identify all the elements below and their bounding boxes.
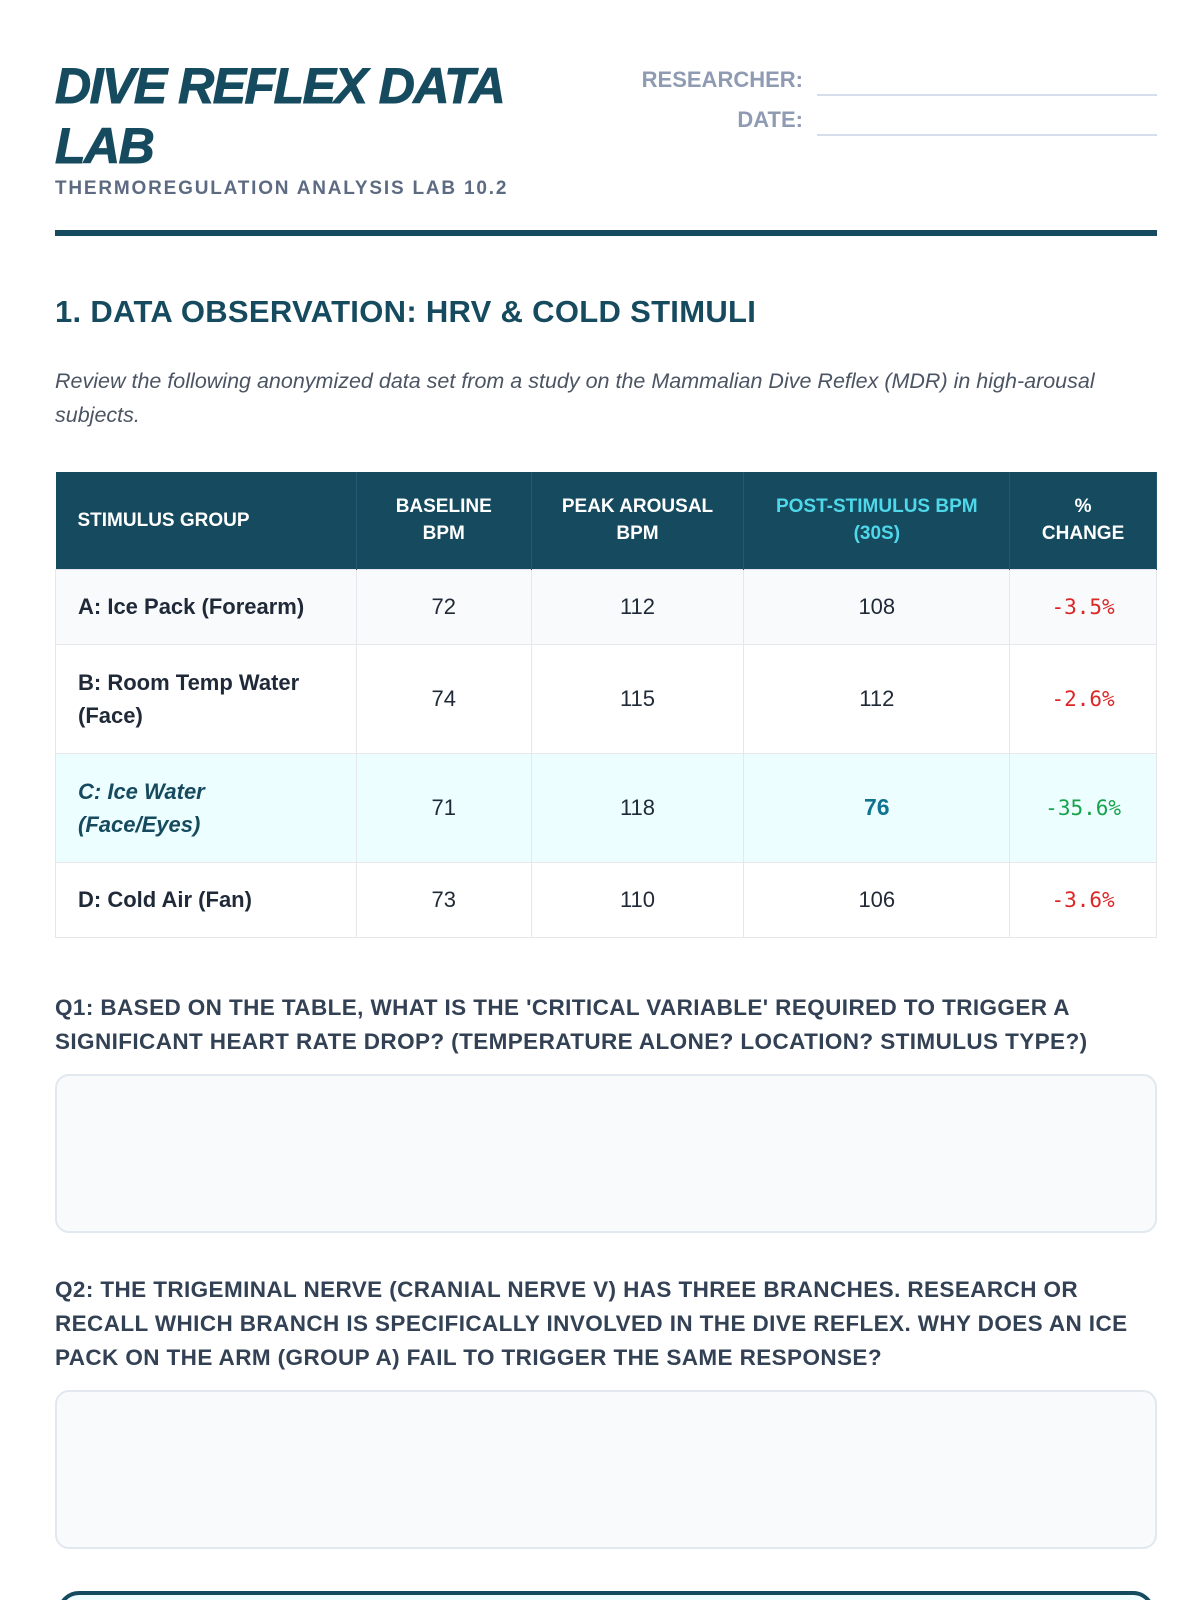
- header-baseline-label: BASELINE BPM: [395, 496, 492, 545]
- researcher-label: RESEARCHER:: [641, 67, 803, 92]
- group-cell: C: Ice Water (Face/Eyes): [55, 752, 357, 863]
- question-2: Q2: THE TRIGEMINAL NERVE (CRANIAL NERVE …: [55, 1277, 1128, 1370]
- header-peak: PEAK AROUSAL BPM: [531, 472, 745, 569]
- baseline-cell: 71: [355, 752, 532, 863]
- next-section-box: [57, 1591, 1155, 1600]
- question-1: Q1: BASED ON THE TABLE, WHAT IS THE 'CRI…: [55, 995, 1088, 1054]
- section-intro: Review the following anonymized data set…: [55, 369, 1095, 427]
- group-cell: D: Cold Air (Fan): [55, 861, 357, 938]
- table-row: D: Cold Air (Fan) 73 110 106 -3.6%: [55, 861, 1157, 938]
- section-title: 1. DATA OBSERVATION: HRV & COLD STIMULI: [55, 294, 757, 329]
- data-table: STIMULUS GROUP BASELINE BPM PEAK AROUSAL…: [55, 472, 1157, 938]
- group-cell: B: Room Temp Water (Face): [55, 643, 357, 754]
- change-cell: -3.5%: [1009, 568, 1157, 645]
- change-cell: -3.6%: [1009, 861, 1157, 938]
- table-row-highlighted: C: Ice Water (Face/Eyes) 71 118 76 -35.6…: [55, 752, 1157, 863]
- group-cell: A: Ice Pack (Forearm): [55, 568, 357, 645]
- header-post-label: POST-STIMULUS BPM (30S): [775, 496, 978, 545]
- answer-2-textarea[interactable]: [55, 1390, 1157, 1549]
- date-label: DATE:: [737, 107, 803, 132]
- post-cell: 108: [743, 568, 1011, 645]
- baseline-cell: 72: [355, 568, 532, 645]
- table-row: B: Room Temp Water (Face) 74 115 112 -2.…: [55, 643, 1157, 754]
- header-peak-label: PEAK AROUSAL BPM: [561, 496, 714, 545]
- peak-cell: 110: [530, 861, 745, 938]
- peak-cell: 118: [530, 752, 745, 863]
- answer-1-textarea[interactable]: [55, 1074, 1157, 1233]
- page-subtitle: THERMOREGULATION ANALYSIS LAB 10.2: [55, 178, 509, 199]
- researcher-input[interactable]: [817, 66, 1157, 96]
- date-input[interactable]: [817, 106, 1157, 136]
- header-baseline: BASELINE BPM: [356, 472, 532, 569]
- group-label: C: Ice Water (Face/Eyes): [78, 778, 205, 837]
- group-label: B: Room Temp Water (Face): [78, 669, 300, 728]
- header-post-stimulus: POST-STIMULUS BPM (30S): [743, 472, 1011, 569]
- table-header-row: STIMULUS GROUP BASELINE BPM PEAK AROUSAL…: [55, 472, 1157, 569]
- change-cell: -2.6%: [1009, 643, 1157, 754]
- baseline-cell: 74: [355, 643, 532, 754]
- header-change-label: % CHANGE: [1041, 496, 1125, 545]
- header-fields: RESEARCHER: DATE:: [637, 56, 1157, 136]
- header-stimulus-group: STIMULUS GROUP: [55, 472, 357, 569]
- header-change: % CHANGE: [1009, 472, 1157, 569]
- post-cell: 112: [743, 643, 1011, 754]
- date-field: DATE:: [637, 96, 1157, 136]
- change-cell: -35.6%: [1009, 752, 1157, 863]
- researcher-field: RESEARCHER:: [637, 56, 1157, 96]
- peak-cell: 115: [530, 643, 745, 754]
- post-cell: 106: [743, 861, 1011, 938]
- baseline-cell: 73: [355, 861, 532, 938]
- page-title: DIVE REFLEX DATA LAB: [55, 58, 505, 175]
- peak-cell: 112: [530, 568, 745, 645]
- worksheet-header: DIVE REFLEX DATA LAB THERMOREGULATION AN…: [55, 56, 1157, 236]
- post-cell: 76: [743, 752, 1011, 863]
- table-row: A: Ice Pack (Forearm) 72 112 108 -3.5%: [55, 568, 1157, 645]
